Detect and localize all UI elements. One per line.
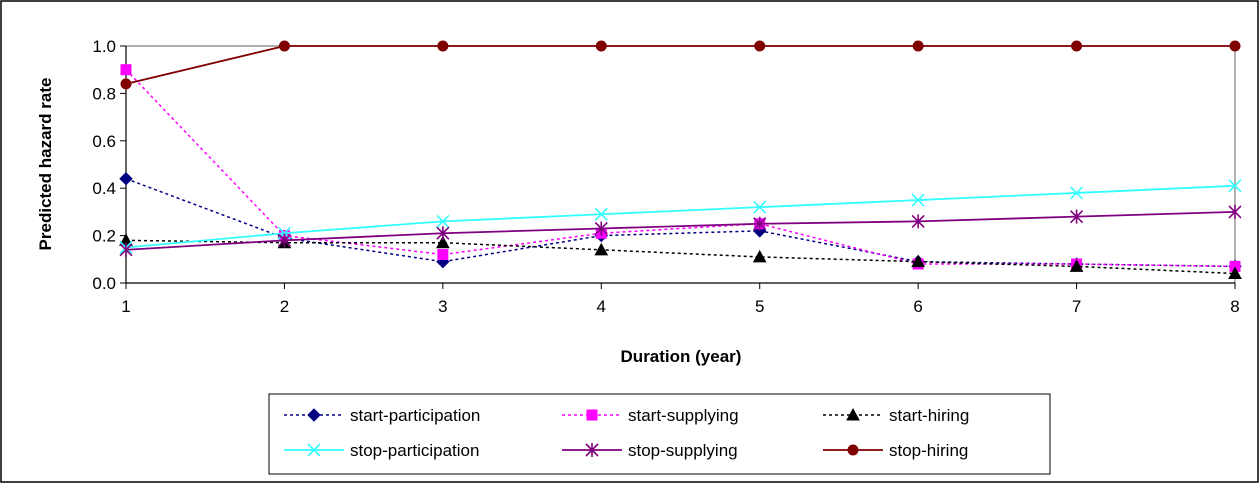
data-point-stop-hiring (1229, 40, 1241, 52)
data-point-stop-supplying (594, 221, 608, 236)
legend-label: start-supplying (628, 406, 739, 425)
data-point-stop-hiring (278, 40, 290, 52)
legend-marker (846, 407, 860, 421)
data-point-stop-participation (753, 200, 767, 214)
legend-marker (307, 408, 321, 422)
data-point-stop-participation (594, 207, 608, 221)
legend-item: start-hiring (823, 406, 969, 425)
data-point-stop-supplying (753, 216, 767, 231)
series (119, 40, 1242, 280)
series-line-stop-participation (125, 184, 1236, 249)
data-point-stop-supplying (1228, 204, 1242, 219)
data-point-start-hiring (752, 249, 767, 263)
y-tick-label: 0.6 (92, 132, 116, 151)
data-point-stop-supplying (119, 242, 133, 257)
data-point-stop-participation (911, 193, 925, 207)
y-tick-label: 0.0 (92, 274, 116, 293)
data-point-stop-hiring (595, 40, 607, 52)
x-tick-label: 5 (755, 297, 764, 316)
data-point-stop-supplying (277, 233, 291, 248)
legend-box (268, 393, 1051, 475)
data-point-start-participation (119, 172, 133, 186)
series-line-stop-hiring (125, 45, 1235, 85)
legend-label: stop-participation (350, 441, 479, 460)
series-stop-hiring (120, 40, 1241, 90)
data-point-stop-participation (1070, 186, 1084, 200)
data-point-stop-participation (1228, 179, 1242, 193)
series-stop-supplying (119, 204, 1242, 257)
data-point-start-hiring (1069, 259, 1084, 272)
y-tick-label: 0.2 (92, 227, 116, 246)
data-point-stop-participation (436, 214, 450, 228)
legend-label: stop-supplying (628, 441, 738, 460)
data-point-start-hiring (594, 242, 609, 256)
x-tick-label: 8 (1230, 297, 1239, 316)
legend-marker (586, 409, 598, 421)
y-tick-label: 0.4 (92, 179, 116, 198)
x-tick-label: 2 (280, 297, 289, 316)
x-tick-label: 3 (438, 297, 447, 316)
series-line-stop-supplying (125, 211, 1236, 251)
series-line-start-supplying (125, 69, 1236, 268)
legend-item: stop-hiring (823, 441, 968, 460)
data-point-stop-hiring (912, 40, 924, 52)
data-point-stop-supplying (1070, 209, 1084, 224)
series-line-start-hiring (125, 239, 1236, 275)
data-point-stop-supplying (436, 226, 450, 241)
y-axis-title: Predicted hazard rate (36, 78, 55, 251)
legend: start-participation start-supplying start-… (268, 393, 1051, 475)
legend-item: start-supplying (562, 406, 739, 425)
x-tick-label: 1 (121, 297, 130, 316)
data-point-stop-hiring (754, 40, 766, 52)
x-tick-label: 7 (1072, 297, 1081, 316)
series-stop-participation (119, 179, 1242, 255)
data-point-start-supplying (437, 249, 449, 261)
legend-label: start-participation (350, 406, 480, 425)
data-point-stop-hiring (120, 78, 132, 90)
data-point-stop-hiring (437, 40, 449, 52)
y-tick-label: 0.8 (92, 84, 116, 103)
x-tick-label: 6 (913, 297, 922, 316)
data-point-start-hiring (436, 235, 450, 249)
data-point-stop-supplying (911, 214, 925, 229)
x-tick-label: 4 (597, 297, 606, 316)
data-point-start-supplying (120, 64, 132, 76)
y-tick-label: 1.0 (92, 37, 116, 56)
legend-item: stop-participation (284, 441, 479, 460)
legend-label: stop-hiring (889, 441, 968, 460)
data-point-start-hiring (911, 254, 925, 268)
legend-label: start-hiring (889, 406, 969, 425)
legend-marker (847, 444, 859, 456)
legend-item: start-participation (284, 406, 480, 425)
data-point-start-hiring (1228, 266, 1242, 280)
data-point-stop-hiring (1071, 40, 1083, 52)
x-axis-title: Duration (year) (621, 347, 742, 366)
legend-marker (585, 443, 599, 457)
legend-marker (307, 443, 321, 457)
legend-item: stop-supplying (562, 441, 738, 460)
